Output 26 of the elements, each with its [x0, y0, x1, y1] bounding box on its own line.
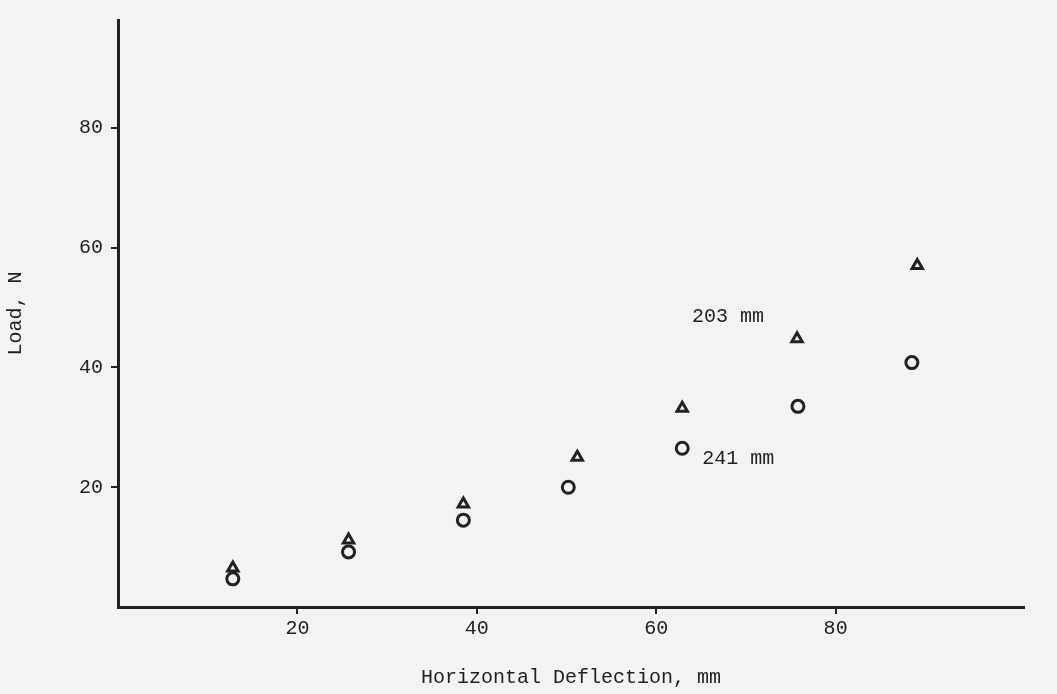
series-label: 203 mm: [692, 304, 765, 328]
y-tick-label: 60: [78, 235, 103, 259]
point: [675, 400, 689, 413]
y-tick-label: 80: [78, 116, 103, 140]
point: [790, 331, 804, 344]
x-tick-label: 20: [285, 617, 310, 641]
point: [455, 512, 471, 528]
x-tick-label: 60: [644, 617, 669, 641]
point: [570, 449, 584, 462]
point: [904, 355, 920, 371]
point: [341, 544, 357, 560]
point: [790, 398, 806, 414]
series-label: 241 mm: [702, 446, 775, 470]
point: [910, 258, 924, 271]
y-tick-label: 40: [78, 355, 103, 379]
point: [674, 440, 690, 456]
y-tick-label: 20: [78, 475, 103, 499]
point: [226, 560, 240, 573]
x-tick-label: 80: [823, 617, 848, 641]
x-tick-label: 40: [464, 617, 489, 641]
x-axis-title: Horizontal Deflection, mm: [420, 666, 722, 690]
point: [225, 571, 241, 587]
point: [560, 479, 576, 495]
point: [456, 496, 471, 509]
point: [341, 532, 356, 545]
y-axis-title: Load, N: [4, 271, 28, 356]
